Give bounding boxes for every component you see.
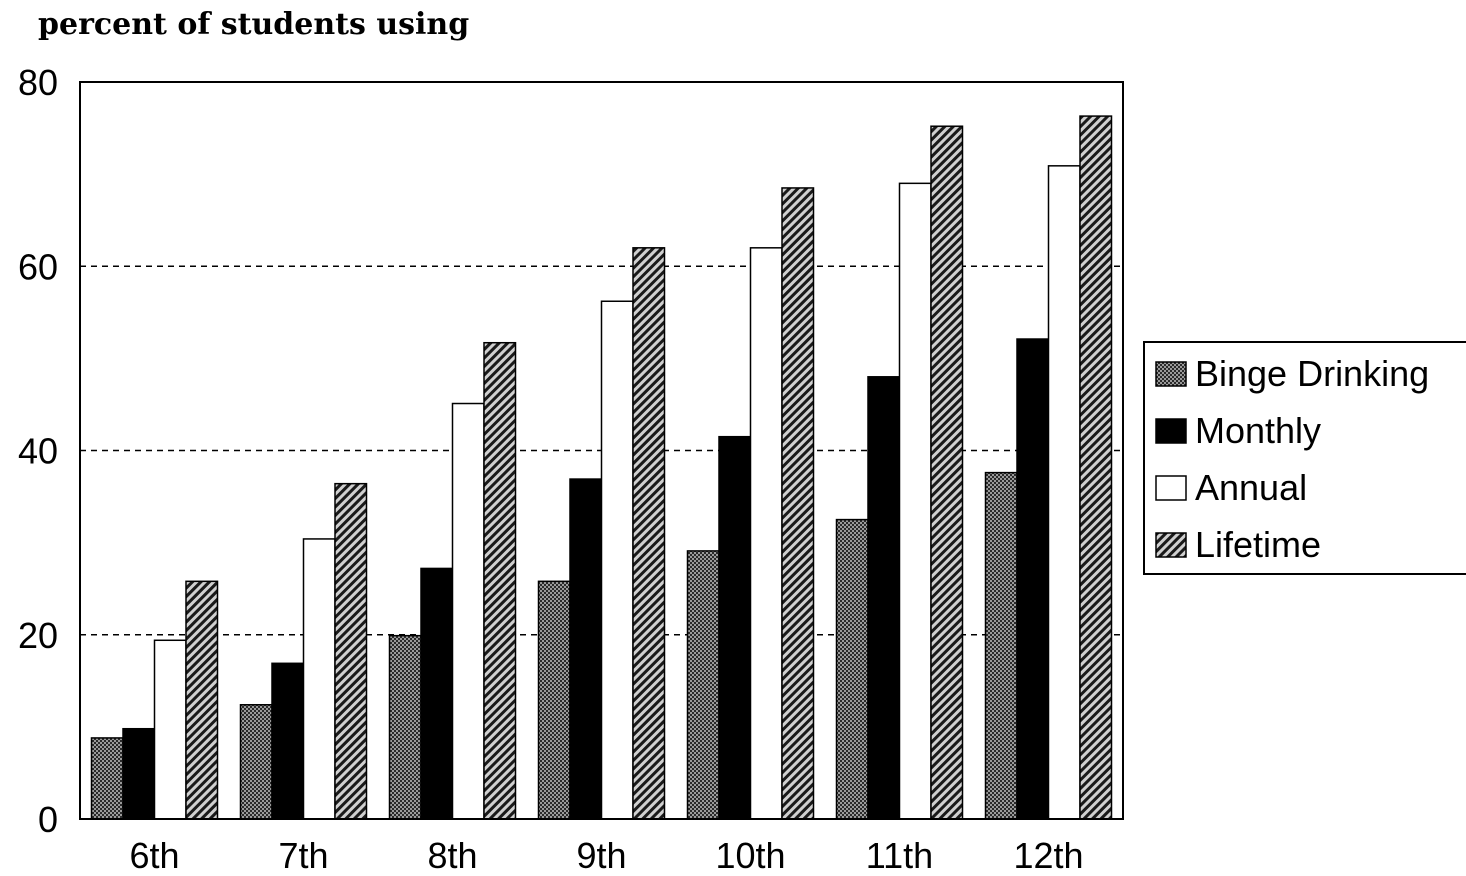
y-axis-title: percent of students using <box>38 7 469 42</box>
bar-monthly-11th <box>867 376 901 820</box>
bar-lifetime-6th <box>185 580 219 820</box>
legend-label: Monthly <box>1195 410 1321 451</box>
bar-lifetime-8th <box>483 341 517 820</box>
bar-binge-drinking-7th <box>239 704 273 820</box>
bar-monthly-9th <box>569 478 603 820</box>
x-axis-ticks: 6th 7th 8th 9th 10th 11th 12th <box>129 835 1083 876</box>
bar-binge-drinking-10th <box>686 550 720 820</box>
y-tick-label: 80 <box>18 62 58 103</box>
bar-monthly-12th <box>1016 338 1050 820</box>
legend-label: Lifetime <box>1195 524 1321 565</box>
bar-monthly-6th <box>122 727 156 820</box>
x-tick-label: 9th <box>576 835 626 876</box>
bar-annual-7th <box>302 538 336 820</box>
legend-swatch-lifetime <box>1155 532 1187 558</box>
legend-swatch-annual <box>1155 475 1187 501</box>
x-tick-label: 11th <box>866 835 933 876</box>
y-tick-label: 60 <box>18 246 58 287</box>
bar-annual-12th <box>1047 165 1081 820</box>
legend: Binge Drinking Monthly Annual Lifetime <box>1143 341 1466 575</box>
bar-monthly-8th <box>420 567 454 820</box>
legend-label: Binge Drinking <box>1195 353 1429 394</box>
bar-annual-9th <box>600 300 634 820</box>
x-tick-label: 6th <box>129 835 179 876</box>
bar-binge-drinking-8th <box>388 634 422 820</box>
bar-annual-11th <box>898 182 932 820</box>
bar-monthly-7th <box>271 662 305 820</box>
bar-binge-drinking-6th <box>90 737 124 820</box>
x-tick-label: 7th <box>278 835 328 876</box>
y-tick-label: 0 <box>38 799 58 840</box>
bar-lifetime-11th <box>930 125 964 820</box>
bar-annual-6th <box>153 639 187 820</box>
y-axis-ticks: 0 20 40 60 80 <box>18 62 58 840</box>
x-tick-label: 10th <box>715 835 785 876</box>
legend-label: Annual <box>1195 467 1307 508</box>
bar-annual-8th <box>451 402 485 820</box>
bar-binge-drinking-11th <box>835 518 869 820</box>
bar-monthly-10th <box>718 435 752 820</box>
bar-lifetime-9th <box>632 247 666 820</box>
bar-annual-10th <box>749 247 783 820</box>
bar-binge-drinking-9th <box>537 580 571 820</box>
legend-box <box>1143 341 1466 575</box>
legend-swatch-monthly <box>1155 418 1187 444</box>
y-tick-label: 40 <box>18 431 58 472</box>
bar-binge-drinking-12th <box>984 471 1018 820</box>
bar-lifetime-7th <box>334 482 368 820</box>
x-tick-label: 12th <box>1013 835 1083 876</box>
bar-lifetime-10th <box>781 187 815 820</box>
bar-lifetime-12th <box>1079 115 1113 820</box>
plot-frame <box>79 81 1124 820</box>
x-tick-label: 8th <box>427 835 477 876</box>
bars <box>90 115 1113 820</box>
y-tick-label: 20 <box>18 615 58 656</box>
legend-swatch-binge-drinking <box>1155 361 1187 387</box>
